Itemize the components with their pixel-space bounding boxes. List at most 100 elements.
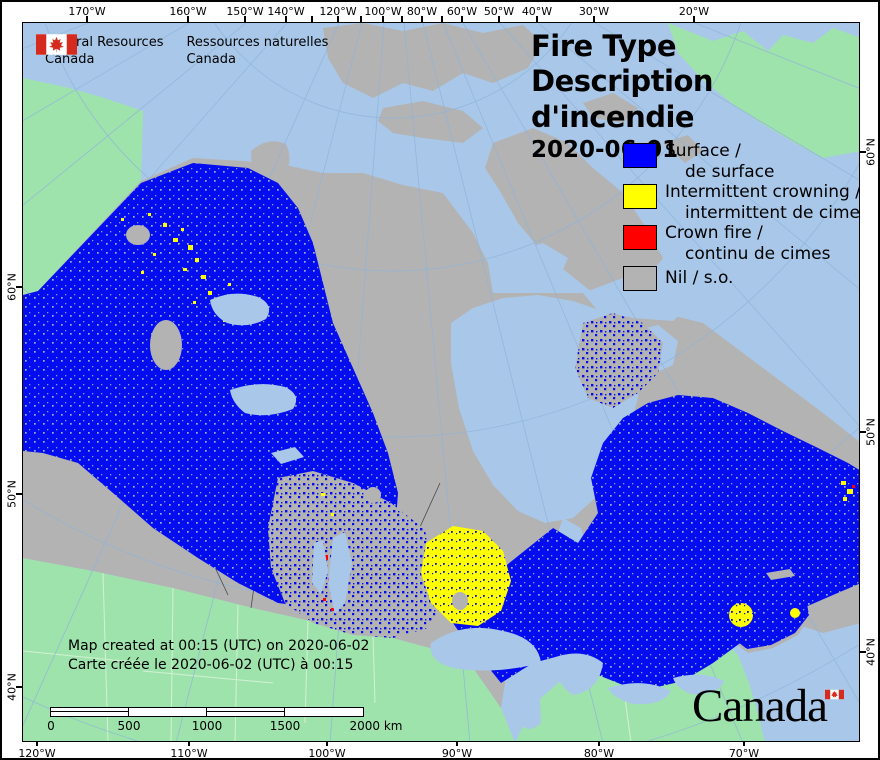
- axis-tick: [461, 16, 463, 22]
- devon-island: [378, 101, 483, 143]
- axis-tick: [36, 740, 38, 746]
- greenland-land: [668, 23, 859, 158]
- ellesmere-islands: [323, 23, 543, 98]
- legend-swatch-surface: [623, 143, 657, 168]
- axis-label: 100°W: [308, 747, 346, 760]
- legend-label: Intermittent crowning /: [665, 182, 860, 202]
- axis-tick: [860, 431, 866, 433]
- scale-label-end: 2000 km: [349, 719, 403, 733]
- attribution-en: Map created at 00:15 (UTC) on 2020-06-02: [68, 638, 370, 654]
- hudson-strait: [583, 278, 693, 321]
- map-canvas: Natural Resources Canada Ressources natu…: [22, 22, 860, 742]
- axis-tick: [86, 16, 88, 22]
- lake-huron: [553, 653, 603, 695]
- axis-tick: [188, 740, 190, 746]
- scale-segment: [51, 708, 129, 716]
- axis-tick: [187, 16, 189, 22]
- banks-island: [251, 141, 290, 181]
- axis-tick: [593, 16, 595, 22]
- axis-tick: [16, 686, 22, 688]
- intermittent-crowning-nb: [729, 603, 753, 627]
- axis-tick: [360, 16, 362, 22]
- interior-lakes: [126, 225, 724, 729]
- lake-winnipeg: [328, 532, 352, 614]
- prairie-mixed-zone: [268, 471, 443, 638]
- icefield-gray: [150, 320, 182, 370]
- legend-label: Nil / s.o.: [665, 268, 734, 288]
- surface-fire-maritimes: [718, 581, 809, 649]
- logo-text-fr: Ressources naturelles Canada: [186, 34, 328, 68]
- arctic-island: [583, 93, 638, 123]
- intermittent-crowning-manitoba: [421, 526, 511, 626]
- axis-label: 50°W: [483, 5, 515, 18]
- axis-label: 110°W: [170, 747, 208, 760]
- lake-superior: [430, 627, 541, 671]
- barren-patch: [452, 592, 468, 610]
- great-bear-lake: [210, 293, 270, 326]
- legend-swatch-nil: [623, 266, 657, 291]
- axis-tick: [244, 16, 246, 22]
- axis-tick: [693, 16, 695, 22]
- axis-tick: [598, 740, 600, 746]
- axis-label: 20°W: [678, 5, 710, 18]
- axis-label: 50°N: [864, 418, 878, 446]
- logo-fr-line2: Canada: [186, 52, 236, 67]
- axis-label: 60°W: [446, 5, 478, 18]
- scale-segment: [285, 708, 363, 716]
- axis-tick: [743, 740, 745, 746]
- axis-tick: [382, 16, 384, 22]
- legend-swatch-crown: [623, 225, 657, 250]
- axis-label: 120°W: [18, 747, 56, 760]
- scale-label: 500: [117, 719, 141, 733]
- barren-patch: [365, 487, 381, 503]
- usa-west-land: [23, 558, 515, 741]
- lake-erie: [608, 683, 671, 705]
- legend-label: Surface /: [665, 141, 741, 161]
- axis-tick: [285, 16, 287, 22]
- scale-bar-labels: 0 500 1000 1500 2000 km: [47, 719, 402, 733]
- wordmark-text: Canada: [692, 680, 828, 732]
- logo-fr-line1: Ressources naturelles: [186, 35, 329, 50]
- axis-tick: [16, 286, 22, 288]
- surface-fire-newfoundland: [783, 461, 858, 531]
- lake-ontario: [673, 674, 724, 695]
- foxe-basin: [513, 243, 568, 281]
- alaska-land: [23, 78, 143, 295]
- lake-michigan: [518, 667, 541, 729]
- axis-label: 100°W: [364, 5, 402, 18]
- legend-swatch-intermittent: [623, 184, 657, 209]
- map-title-fr: Description d'incendie: [531, 64, 714, 134]
- canada-fire-map: [23, 23, 859, 741]
- intermittent-crowning-ns: [790, 608, 800, 618]
- wordmark-flag-icon: [825, 689, 844, 700]
- axis-label: 80°W: [583, 747, 615, 760]
- axis-tick: [860, 151, 866, 153]
- axis-label: 140°W: [267, 5, 305, 18]
- state-boundaries: [23, 572, 632, 741]
- scale-segment: [207, 708, 285, 716]
- axis-tick: [401, 16, 403, 22]
- axis-label: 40°N: [864, 638, 878, 666]
- attribution-fr: Carte créée le 2020-06-02 (UTC) à 00:15: [68, 657, 354, 673]
- lake-winnipegosis: [312, 540, 328, 594]
- nrcan-logo: Natural Resources Canada Ressources natu…: [36, 34, 351, 68]
- legend-label: de surface: [685, 162, 775, 182]
- axis-label: 90°W: [441, 747, 473, 760]
- scale-label: 1500: [269, 719, 301, 733]
- axis-tick: [421, 16, 423, 22]
- axis-tick: [326, 740, 328, 746]
- axis-label: 170°W: [68, 5, 106, 18]
- scale-label: 0: [47, 719, 55, 733]
- logo-en-line2: Canada: [45, 52, 95, 67]
- pei-island: [766, 569, 795, 580]
- legend-label: continu de cimes: [685, 244, 831, 264]
- axis-label: 160°W: [169, 5, 207, 18]
- great-slave-lake: [230, 384, 297, 416]
- legend-label: Crown fire /: [665, 223, 763, 243]
- axis-tick: [498, 16, 500, 22]
- axis-tick: [311, 16, 313, 22]
- scale-label: 1000: [191, 719, 223, 733]
- scale-segment: [129, 708, 207, 716]
- icefield-gray: [126, 225, 150, 245]
